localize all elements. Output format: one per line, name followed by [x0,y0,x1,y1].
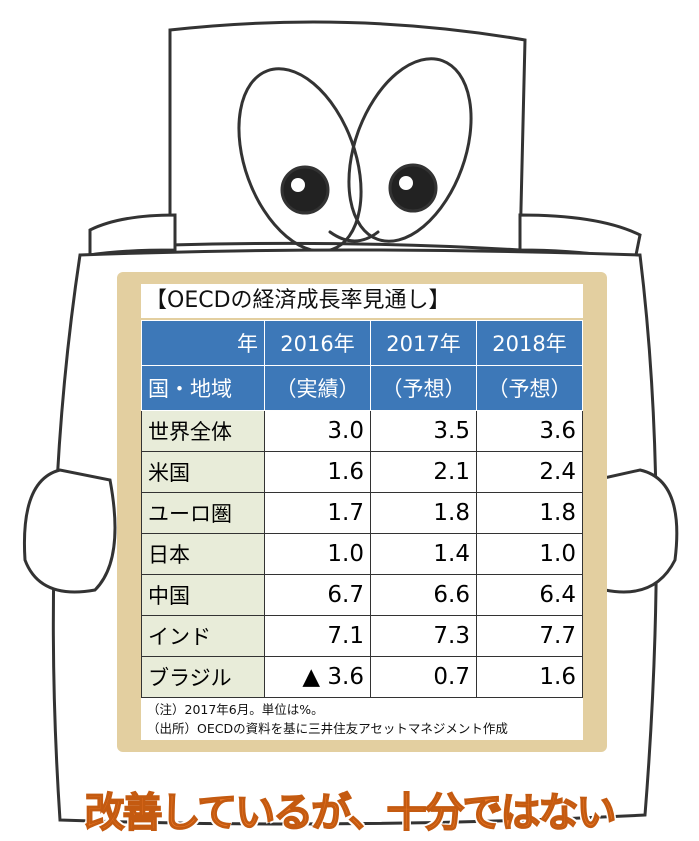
value-cell: 6.6 [371,575,477,616]
value-cell: 7.3 [371,616,477,657]
table-title: 【OECDの経済成長率見通し】 [141,284,583,318]
value-cell: 3.6 [477,411,583,452]
value-cell: 1.6 [265,452,371,493]
value-cell: 1.8 [477,493,583,534]
slogan: 改善しているが、十分ではない [0,780,699,838]
row-label: ユーロ圏 [142,493,265,534]
value-cell: 0.7 [371,657,477,698]
header-cell: 年 [142,321,265,366]
header-cell: （予想） [371,366,477,411]
value-cell: 2.1 [371,452,477,493]
value-cell: 1.0 [477,534,583,575]
row-label: 日本 [142,534,265,575]
header-cell: （実績） [265,366,371,411]
notes: （注）2017年6月。単位は%。（出所）OECDの資料を基に三井住友アセットマネ… [141,698,583,740]
page: 【OECDの経済成長率見通し】 年2016年2017年2018年 国・地域（実績… [0,0,699,841]
value-cell: 1.7 [265,493,371,534]
row-label: 米国 [142,452,265,493]
note: （出所）OECDの資料を基に三井住友アセットマネジメント作成 [147,719,577,738]
header-cell: 2017年 [371,321,477,366]
value-cell: 3.5 [371,411,477,452]
value-cell: ▲ 3.6 [265,657,371,698]
row-label: 中国 [142,575,265,616]
header-cell: （予想） [477,366,583,411]
header-cell: 国・地域 [142,366,265,411]
value-cell: 1.8 [371,493,477,534]
row-label: インド [142,616,265,657]
row-label: ブラジル [142,657,265,698]
row-label: 世界全体 [142,411,265,452]
value-cell: 7.1 [265,616,371,657]
value-cell: 1.4 [371,534,477,575]
value-cell: 2.4 [477,452,583,493]
note: （注）2017年6月。単位は%。 [147,700,577,719]
value-cell: 1.6 [477,657,583,698]
value-cell: 6.7 [265,575,371,616]
header-cell: 2018年 [477,321,583,366]
value-cell: 7.7 [477,616,583,657]
value-cell: 6.4 [477,575,583,616]
header-cell: 2016年 [265,321,371,366]
value-cell: 1.0 [265,534,371,575]
value-cell: 3.0 [265,411,371,452]
